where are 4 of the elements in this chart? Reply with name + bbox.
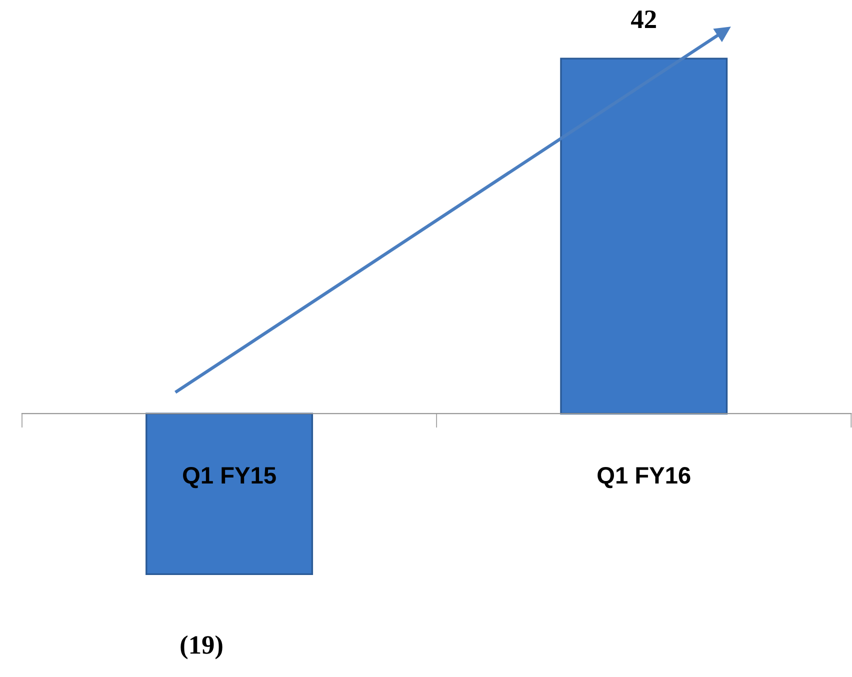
data-label: (19) bbox=[180, 635, 222, 660]
x-tick-label: Q1 FY16 bbox=[598, 467, 690, 488]
data-label: 42 bbox=[631, 10, 656, 28]
x-tick-label: Q1 FY15 bbox=[183, 467, 276, 488]
